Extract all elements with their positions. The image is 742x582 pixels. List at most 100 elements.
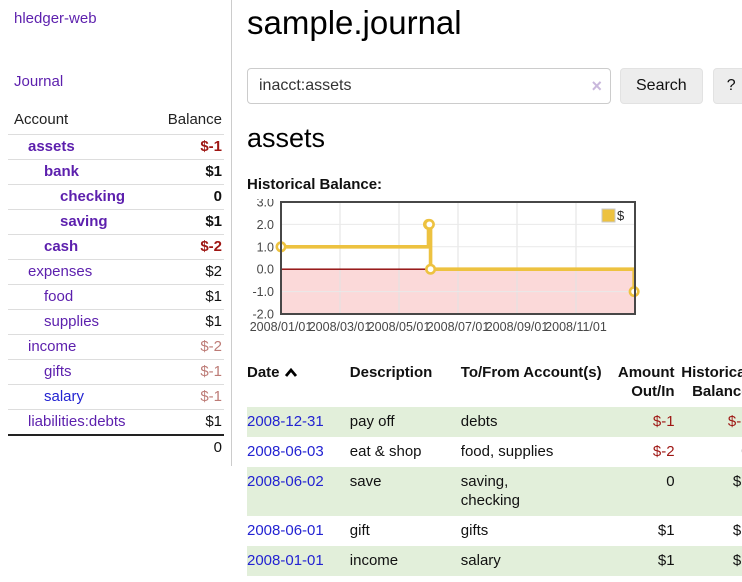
sidebar-item-journal[interactable]: Journal — [14, 73, 64, 90]
accounts-table-header: Account Balance — [8, 106, 224, 134]
account-balance: $-2 — [200, 238, 222, 255]
sidebar-account-food[interactable]: food — [44, 288, 74, 305]
svg-text:-1.0: -1.0 — [252, 285, 274, 299]
transaction-description: save — [349, 467, 461, 516]
sidebar-account-gifts[interactable]: gifts — [44, 363, 72, 380]
register-header-date[interactable]: Date — [247, 361, 350, 407]
help-button[interactable]: ? — [712, 68, 742, 104]
sidebar: hledger-web Journal Account Balance asse… — [0, 0, 232, 466]
sidebar-account-saving[interactable]: saving — [60, 213, 108, 230]
svg-text:3.0: 3.0 — [257, 199, 274, 210]
transaction-balance: $2 — [732, 522, 742, 539]
table-row: supplies $1 — [8, 309, 224, 334]
accounts-header-balance: Balance — [167, 111, 222, 128]
transaction-balance: $1 — [674, 546, 742, 576]
account-balance: $-1 — [200, 363, 222, 380]
transaction-description: eat & shop — [349, 443, 422, 460]
table-row: checking 0 — [8, 184, 224, 209]
table-row: food $1 — [8, 284, 224, 309]
sidebar-account-expenses[interactable]: expenses — [28, 263, 93, 280]
accounts-total-value: 0 — [213, 439, 222, 456]
account-balance: $2 — [205, 263, 222, 280]
transaction-date-link[interactable]: 2008-06-01 — [247, 522, 324, 539]
table-row: saving $1 — [8, 209, 224, 234]
register-header-description: Description — [349, 364, 433, 381]
account-balance: $-1 — [200, 388, 222, 405]
sidebar-account-checking[interactable]: checking — [60, 188, 126, 205]
account-balance: $-2 — [200, 338, 222, 355]
search-button[interactable]: Search — [620, 68, 703, 104]
svg-text:2008/11/01: 2008/11/01 — [545, 320, 607, 334]
transaction-balance: $-1 — [674, 407, 742, 437]
account-balance: $1 — [205, 413, 222, 430]
table-row: 2008-06-02 save saving, checking 0 $2 — [247, 467, 742, 516]
transaction-accounts: food, supplies — [460, 443, 554, 460]
sidebar-account-liabilities-debts[interactable]: liabilities:debts — [28, 413, 126, 430]
app-title-link[interactable]: hledger-web — [14, 10, 97, 27]
account-balance: $-1 — [200, 138, 222, 155]
transaction-description: income — [349, 546, 461, 576]
transaction-amount: $1 — [602, 546, 675, 576]
table-row: bank $1 — [8, 159, 224, 184]
table-row: income $-2 — [8, 334, 224, 359]
sidebar-account-cash[interactable]: cash — [44, 238, 79, 255]
account-balance: $1 — [205, 313, 222, 330]
table-row: 2008-01-01 income salary $1 $1 — [247, 546, 742, 576]
account-balance: $1 — [205, 213, 222, 230]
clear-search-icon[interactable]: × — [591, 76, 602, 96]
svg-text:2008/05/01: 2008/05/01 — [368, 320, 431, 334]
sidebar-account-salary[interactable]: salary — [44, 388, 85, 405]
table-row: 2008-06-03 eat & shop food, supplies $-2… — [247, 437, 742, 467]
table-row: assets $-1 — [8, 134, 224, 159]
legend-swatch — [601, 208, 616, 223]
chart-section-label: Historical Balance: — [247, 176, 383, 193]
search-form: × Search ? — [247, 68, 742, 104]
accounts-total-row: 0 — [8, 434, 224, 460]
transaction-date-link[interactable]: 2008-01-01 — [247, 552, 324, 569]
transaction-accounts: salary — [460, 546, 603, 576]
transaction-accounts: saving, checking — [460, 467, 603, 516]
table-row: salary $-1 — [8, 384, 224, 409]
svg-text:2008/03/01: 2008/03/01 — [309, 320, 372, 334]
table-row: expenses $2 — [8, 259, 224, 284]
table-row: gifts $-1 — [8, 359, 224, 384]
transaction-accounts: gifts — [460, 522, 489, 539]
search-input[interactable] — [247, 68, 611, 104]
table-row: liabilities:debts $1 — [8, 409, 224, 434]
sidebar-account-supplies[interactable]: supplies — [44, 313, 100, 330]
transaction-description: gift — [349, 522, 370, 539]
transaction-amount: $1 — [657, 522, 675, 539]
register-header-balance: Historical Balance — [681, 364, 742, 400]
sidebar-account-bank[interactable]: bank — [44, 163, 80, 180]
transaction-balance: 0 — [675, 437, 742, 467]
register-table: Date Description To/From Account(s) Amou… — [247, 361, 742, 576]
account-balance: 0 — [213, 188, 222, 205]
transaction-date-link[interactable]: 2008-06-03 — [247, 443, 324, 460]
transaction-date-link[interactable]: 2008-12-31 — [247, 413, 324, 430]
table-row: 2008-06-01 gift gifts $1 $2 — [247, 516, 742, 546]
page-title: sample.journal — [247, 4, 462, 41]
account-balance: $1 — [205, 163, 222, 180]
date-header-label: Date — [247, 364, 280, 381]
transaction-accounts: debts — [460, 407, 603, 437]
svg-text:-2.0: -2.0 — [252, 308, 274, 322]
transaction-balance: $2 — [674, 467, 742, 516]
sidebar-account-income[interactable]: income — [28, 338, 77, 355]
svg-text:2008/09/01: 2008/09/01 — [486, 320, 549, 334]
transaction-amount: $-2 — [652, 443, 675, 460]
historical-balance-chart[interactable]: 3.0 2.0 1.0 0.0 -1.0 -2.0 2008/01/01 2008/03/01… — [247, 196, 742, 343]
chart-plot: 3.0 2.0 1.0 0.0 -1.0 -2.02008/01/012008/03/01… — [250, 196, 640, 334]
account-balance: $1 — [205, 288, 222, 305]
transaction-amount: 0 — [602, 467, 675, 516]
register-header-amount: Amount Out/In — [617, 364, 675, 400]
table-row: 2008-12-31 pay off debts $-1 $-1 — [247, 407, 742, 437]
sidebar-account-assets[interactable]: assets — [28, 138, 75, 155]
transaction-description: pay off — [349, 407, 461, 437]
transaction-date-link[interactable]: 2008-06-02 — [247, 473, 324, 490]
transaction-amount: $-1 — [602, 407, 675, 437]
svg-text:0.0: 0.0 — [257, 263, 274, 277]
svg-text:2008/01/01: 2008/01/01 — [250, 320, 313, 334]
register-header-accounts: To/From Account(s) — [460, 364, 602, 381]
accounts-table: Account Balance assets $-1 bank $1 check… — [8, 106, 224, 460]
